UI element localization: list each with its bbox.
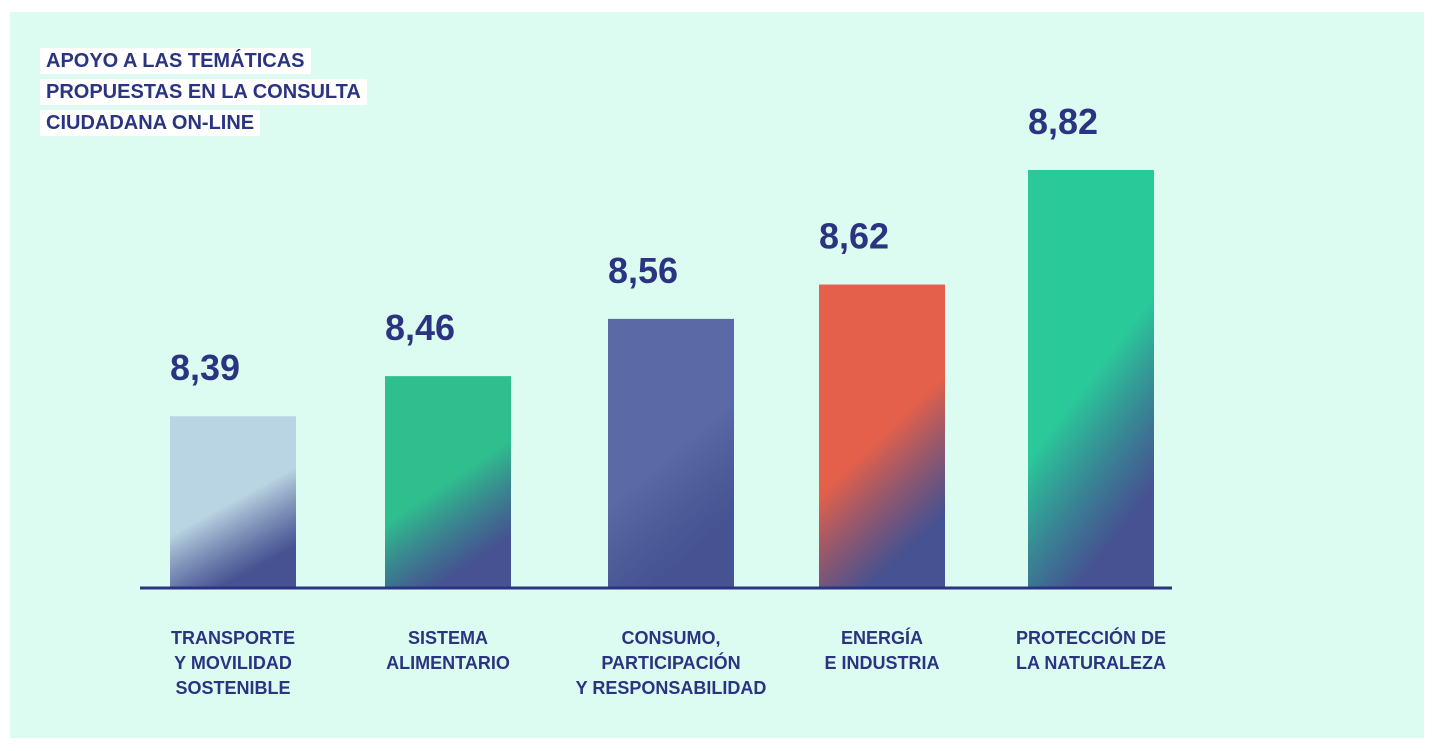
page: APOYO A LAS TEMÁTICAS PROPUESTAS EN LA C… — [0, 0, 1434, 751]
value-label: 8,82 — [1028, 101, 1098, 142]
bar — [385, 376, 511, 588]
bar — [819, 285, 945, 588]
value-label: 8,62 — [819, 216, 889, 257]
x-tick-label: SISTEMA ALIMENTARIO — [318, 626, 578, 676]
value-label: 8,46 — [385, 307, 455, 348]
bar — [170, 416, 296, 588]
bar — [1028, 170, 1154, 588]
bar — [608, 319, 734, 588]
value-label: 8,39 — [170, 347, 240, 388]
value-label: 8,56 — [608, 250, 678, 291]
x-tick-label: PROTECCIÓN DE LA NATURALEZA — [961, 626, 1221, 676]
